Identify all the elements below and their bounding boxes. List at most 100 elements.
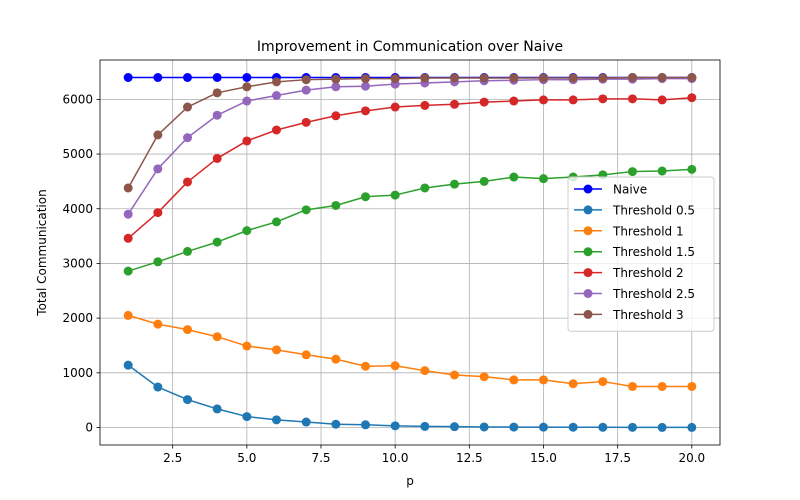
series-line xyxy=(127,168,692,272)
data-point xyxy=(272,345,282,355)
data-point xyxy=(361,192,371,202)
data-point xyxy=(301,205,311,215)
x-tick-label: 10.0 xyxy=(382,451,409,465)
x-tick-label: 12.5 xyxy=(456,451,483,465)
data-point xyxy=(331,82,341,92)
legend-item: Threshold 1 xyxy=(574,224,684,238)
data-point xyxy=(687,73,697,82)
data-point xyxy=(449,99,459,109)
data-point xyxy=(212,110,222,120)
data-point xyxy=(331,354,341,364)
data-point xyxy=(272,125,282,135)
data-point xyxy=(390,102,400,112)
data-point xyxy=(390,190,400,200)
data-point xyxy=(123,360,133,370)
data-point xyxy=(538,375,548,385)
data-point xyxy=(123,183,133,193)
data-point xyxy=(183,73,193,82)
data-point xyxy=(123,233,133,243)
series-line xyxy=(127,96,692,239)
data-point xyxy=(479,73,489,83)
data-point xyxy=(479,176,489,186)
legend-item: Threshold 3 xyxy=(574,308,684,322)
data-point xyxy=(123,209,133,219)
data-point xyxy=(212,237,222,247)
data-point xyxy=(153,257,163,267)
data-point xyxy=(242,226,252,236)
y-tick-label: 1000 xyxy=(62,366,93,380)
data-point xyxy=(331,74,341,84)
data-point xyxy=(449,422,459,432)
x-tick-label: 2.5 xyxy=(163,451,182,465)
data-point xyxy=(687,381,697,391)
legend-item: Threshold 2 xyxy=(574,266,684,280)
legend-item: Threshold 0.5 xyxy=(574,203,695,217)
data-point xyxy=(153,319,163,329)
data-point xyxy=(538,422,548,432)
data-point xyxy=(509,73,519,83)
data-point xyxy=(331,111,341,121)
data-point xyxy=(361,74,371,84)
data-point xyxy=(183,133,193,143)
legend-item: Naive xyxy=(574,183,647,197)
data-point xyxy=(598,422,608,432)
legend-swatch-marker xyxy=(583,184,593,194)
data-point xyxy=(568,422,578,432)
data-point xyxy=(509,375,519,385)
series-line xyxy=(127,76,692,189)
legend-item: Threshold 1.5 xyxy=(574,245,695,259)
data-point xyxy=(242,136,252,146)
data-point xyxy=(153,208,163,218)
data-point xyxy=(627,73,637,82)
series-threshold-1 xyxy=(123,310,697,391)
data-point xyxy=(627,422,637,432)
data-point xyxy=(153,130,163,140)
data-point xyxy=(627,94,637,104)
data-point xyxy=(242,341,252,351)
y-axis-label: Total Communication xyxy=(35,189,49,316)
y-tick-label: 3000 xyxy=(62,256,93,270)
data-point xyxy=(657,381,667,391)
legend-swatch-marker xyxy=(583,226,593,236)
data-point xyxy=(420,421,430,431)
data-point xyxy=(212,404,222,414)
data-point xyxy=(420,183,430,193)
data-point xyxy=(568,379,578,389)
data-series xyxy=(123,73,697,432)
legend-swatch-marker xyxy=(583,309,593,319)
data-point xyxy=(242,412,252,422)
data-point xyxy=(390,421,400,431)
legend-label: Threshold 2.5 xyxy=(612,287,695,301)
data-point xyxy=(301,75,311,85)
series-threshold-0-5 xyxy=(123,360,697,432)
data-point xyxy=(420,366,430,376)
data-point xyxy=(183,177,193,187)
data-point xyxy=(479,372,489,382)
legend-box xyxy=(567,176,715,332)
data-point xyxy=(598,94,608,104)
data-point xyxy=(449,179,459,189)
data-point xyxy=(627,381,637,391)
y-tick-label: 5000 xyxy=(62,147,93,161)
x-tick-label: 15.0 xyxy=(530,451,557,465)
data-point xyxy=(598,377,608,387)
legend-label: Threshold 1 xyxy=(612,224,684,238)
data-point xyxy=(687,93,697,103)
legend: Naive Threshold 0.5 Threshold 1 Threshold 1… xyxy=(567,176,715,332)
y-axis-ticks: 0 1000 2000 3000 4000 5000 6000 xyxy=(62,92,100,435)
legend-swatch-marker xyxy=(583,289,593,298)
data-point xyxy=(153,164,163,174)
data-point xyxy=(449,370,459,380)
data-point xyxy=(183,325,193,335)
data-point xyxy=(331,419,341,429)
data-point xyxy=(361,81,371,91)
data-point xyxy=(390,74,400,84)
data-point xyxy=(657,422,667,432)
data-point xyxy=(212,88,222,98)
data-point xyxy=(123,73,133,82)
x-tick-label: 20.0 xyxy=(678,451,705,465)
y-tick-label: 4000 xyxy=(62,202,93,216)
data-point xyxy=(242,82,252,92)
series-line xyxy=(127,364,692,429)
